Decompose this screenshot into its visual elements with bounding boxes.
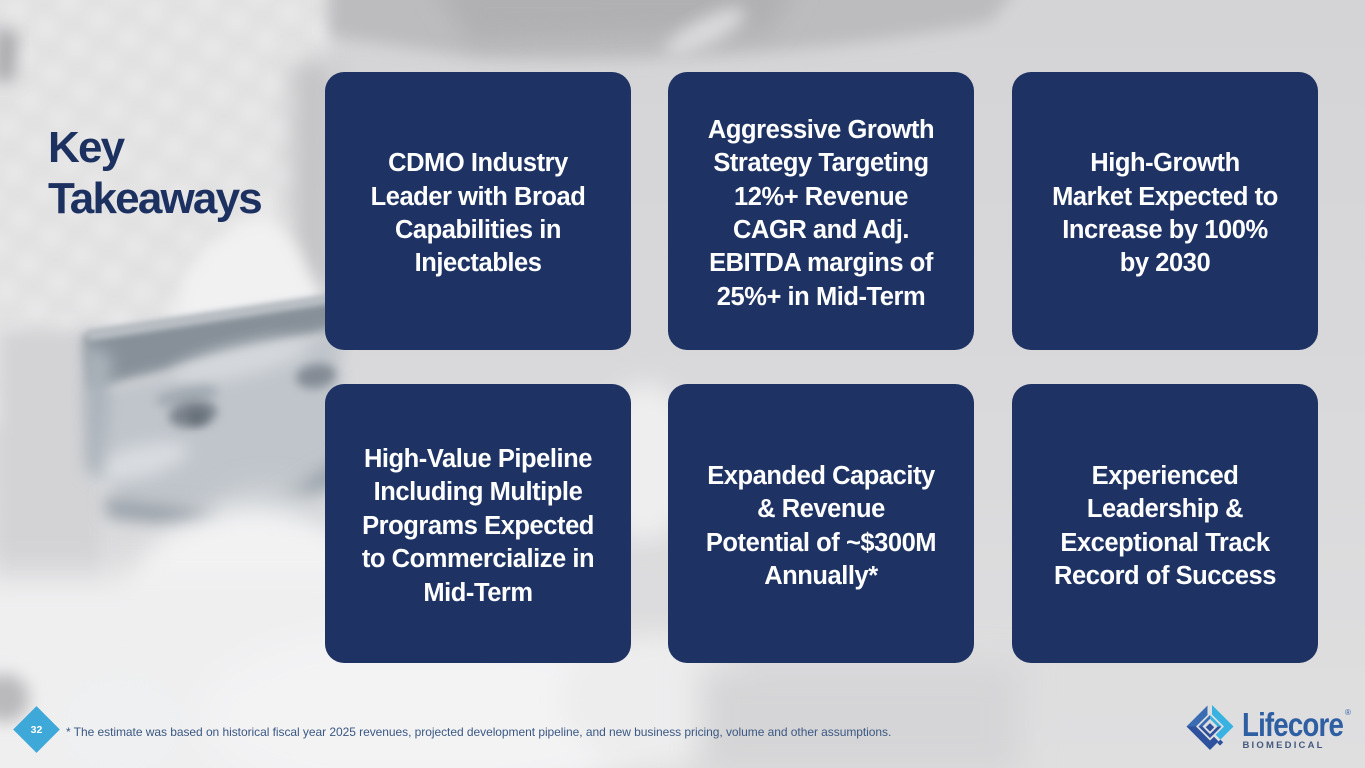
svg-text:®: ® [1345, 708, 1351, 717]
svg-text:BIOMEDICAL: BIOMEDICAL [1243, 740, 1325, 751]
svg-text:Lifecore: Lifecore [1242, 706, 1344, 743]
